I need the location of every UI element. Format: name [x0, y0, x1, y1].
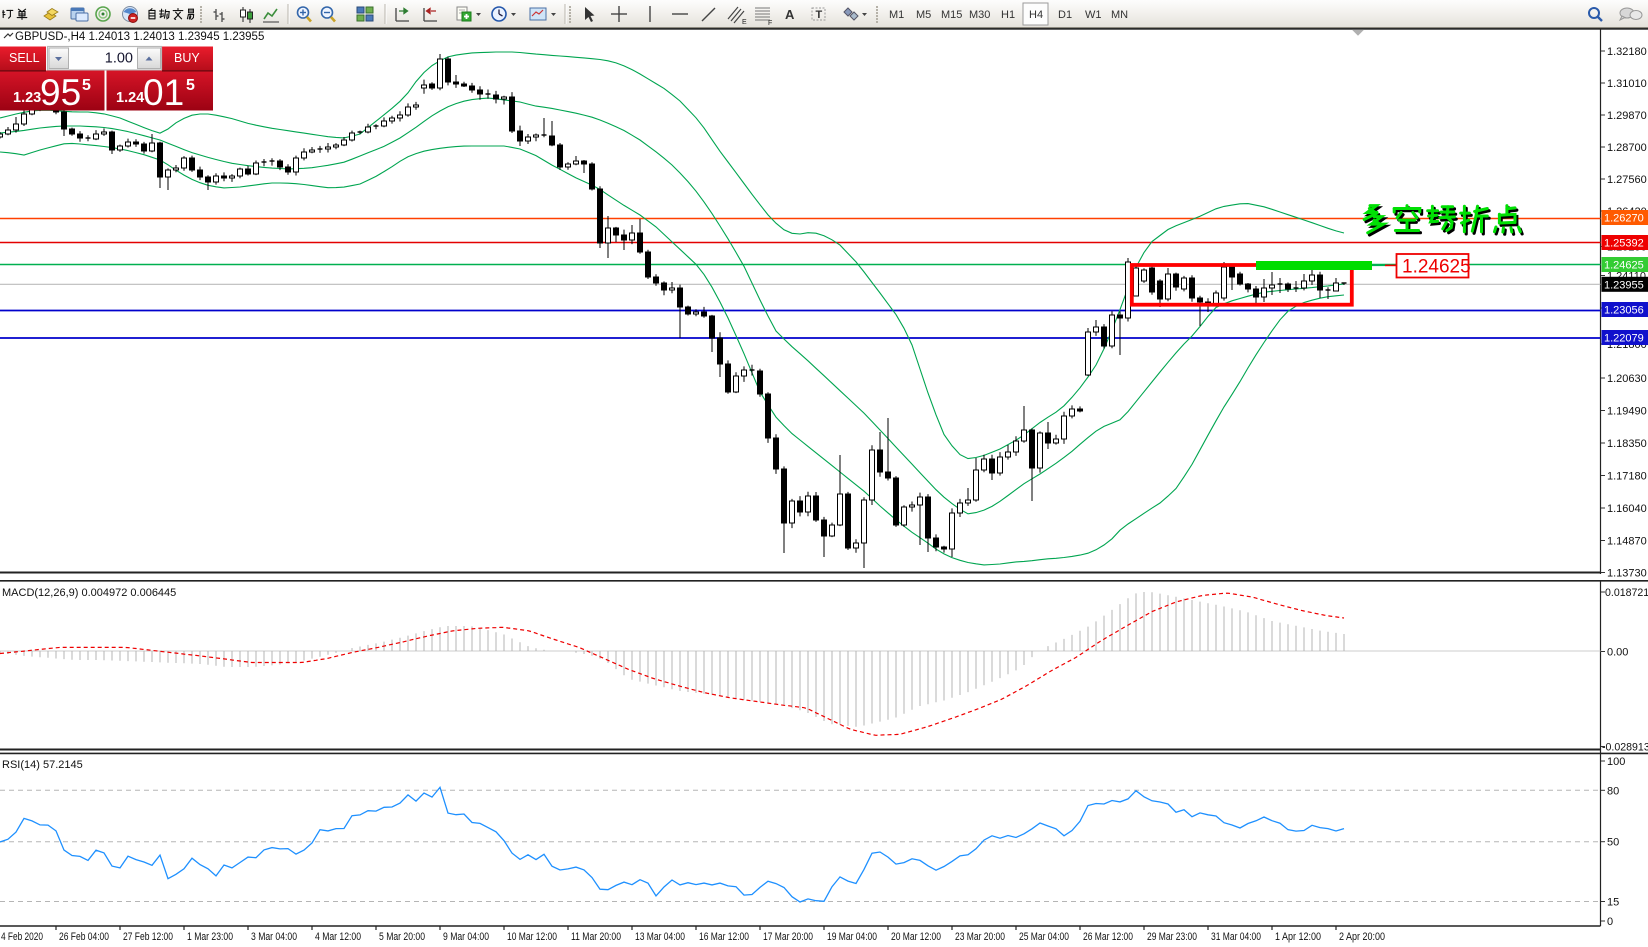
svg-text:1.18350: 1.18350	[1607, 438, 1647, 450]
svg-text:5: 5	[186, 77, 195, 94]
svg-text:23 Mar 20:00: 23 Mar 20:00	[955, 931, 1005, 943]
svg-text:4 Mar 12:00: 4 Mar 12:00	[315, 931, 361, 943]
svg-text:4 Feb 2020: 4 Feb 2020	[1, 931, 43, 943]
svg-text:M30: M30	[969, 9, 990, 21]
svg-text:1.27560: 1.27560	[1607, 174, 1647, 186]
svg-text:3 Mar 04:00: 3 Mar 04:00	[251, 931, 297, 943]
svg-text:M1: M1	[889, 9, 904, 21]
svg-text:M5: M5	[916, 9, 931, 21]
svg-text:1 Mar 23:00: 1 Mar 23:00	[187, 931, 233, 943]
svg-text:80: 80	[1607, 785, 1619, 797]
svg-text:13 Mar 04:00: 13 Mar 04:00	[635, 931, 685, 943]
svg-text:27 Feb 12:00: 27 Feb 12:00	[123, 931, 173, 943]
svg-text:5: 5	[82, 77, 91, 94]
svg-text:31 Mar 04:00: 31 Mar 04:00	[1211, 931, 1261, 943]
svg-text:1.31010: 1.31010	[1607, 78, 1647, 90]
svg-text:1.24625: 1.24625	[1402, 257, 1471, 278]
svg-text:H4: H4	[1029, 9, 1043, 21]
svg-text:D1: D1	[1058, 9, 1072, 21]
svg-text:1 Apr 12:00: 1 Apr 12:00	[1275, 931, 1321, 943]
svg-text:MACD(12,26,9) 0.004972 0.00644: MACD(12,26,9) 0.004972 0.006445	[2, 587, 176, 599]
svg-text:0: 0	[1607, 916, 1613, 928]
svg-text:17 Mar 20:00: 17 Mar 20:00	[763, 931, 813, 943]
svg-text:T: T	[816, 9, 823, 21]
svg-text:26 Feb 04:00: 26 Feb 04:00	[59, 931, 109, 943]
svg-text:2 Apr 20:00: 2 Apr 20:00	[1339, 931, 1385, 943]
svg-text:01: 01	[143, 72, 184, 113]
svg-text:MN: MN	[1111, 9, 1128, 21]
svg-text:95: 95	[40, 72, 81, 113]
svg-text:1.00: 1.00	[105, 51, 133, 67]
svg-text:1.24625: 1.24625	[1604, 260, 1644, 272]
svg-text:19 Mar 04:00: 19 Mar 04:00	[827, 931, 877, 943]
svg-text:1.20630: 1.20630	[1607, 373, 1647, 385]
svg-text:1.28700: 1.28700	[1607, 142, 1647, 154]
svg-text:1.22079: 1.22079	[1604, 333, 1644, 345]
svg-text:100: 100	[1607, 756, 1625, 768]
svg-text:W1: W1	[1085, 9, 1102, 21]
svg-text:1.24: 1.24	[116, 90, 144, 106]
svg-text:RSI(14) 57.2145: RSI(14) 57.2145	[2, 759, 83, 771]
svg-text:10 Mar 12:00: 10 Mar 12:00	[507, 931, 557, 943]
svg-text:1.23: 1.23	[13, 90, 41, 106]
svg-text:16 Mar 12:00: 16 Mar 12:00	[699, 931, 749, 943]
svg-text:26 Mar 12:00: 26 Mar 12:00	[1083, 931, 1133, 943]
svg-text:1.29870: 1.29870	[1607, 110, 1647, 122]
svg-text:M15: M15	[941, 9, 962, 21]
svg-text:50: 50	[1607, 837, 1619, 849]
svg-text:1.32180: 1.32180	[1607, 46, 1647, 58]
svg-text:1.25392: 1.25392	[1604, 238, 1644, 250]
svg-text:1.13730: 1.13730	[1607, 568, 1647, 580]
svg-text:1.23056: 1.23056	[1604, 305, 1644, 317]
svg-text:A: A	[785, 7, 795, 22]
svg-text:5 Mar 20:00: 5 Mar 20:00	[379, 931, 425, 943]
svg-text:0.00: 0.00	[1607, 647, 1628, 659]
svg-text:E: E	[742, 19, 747, 26]
svg-text:GBPUSD-,H4 1.24013 1.24013 1.: GBPUSD-,H4 1.24013 1.24013 1.23945 1.239…	[15, 31, 264, 43]
svg-text:25 Mar 04:00: 25 Mar 04:00	[1019, 931, 1069, 943]
svg-text:SELL: SELL	[9, 51, 40, 65]
svg-text:1.26270: 1.26270	[1604, 213, 1644, 225]
svg-text:29 Mar 23:00: 29 Mar 23:00	[1147, 931, 1197, 943]
svg-text:20 Mar 12:00: 20 Mar 12:00	[891, 931, 941, 943]
svg-text:1.16040: 1.16040	[1607, 503, 1647, 515]
svg-text:1.23955: 1.23955	[1604, 279, 1644, 291]
svg-text:0.018721: 0.018721	[1605, 587, 1648, 599]
svg-text:15: 15	[1607, 897, 1619, 909]
svg-text:9 Mar 04:00: 9 Mar 04:00	[443, 931, 489, 943]
svg-text:H1: H1	[1001, 9, 1015, 21]
svg-text:F: F	[768, 20, 772, 27]
svg-text:1.19490: 1.19490	[1607, 406, 1647, 418]
svg-text:BUY: BUY	[174, 51, 200, 65]
svg-text:1.17180: 1.17180	[1607, 471, 1647, 483]
svg-text:-0.028913: -0.028913	[1602, 742, 1648, 754]
svg-text:11 Mar 20:00: 11 Mar 20:00	[571, 931, 621, 943]
svg-text:1.14870: 1.14870	[1607, 536, 1647, 548]
